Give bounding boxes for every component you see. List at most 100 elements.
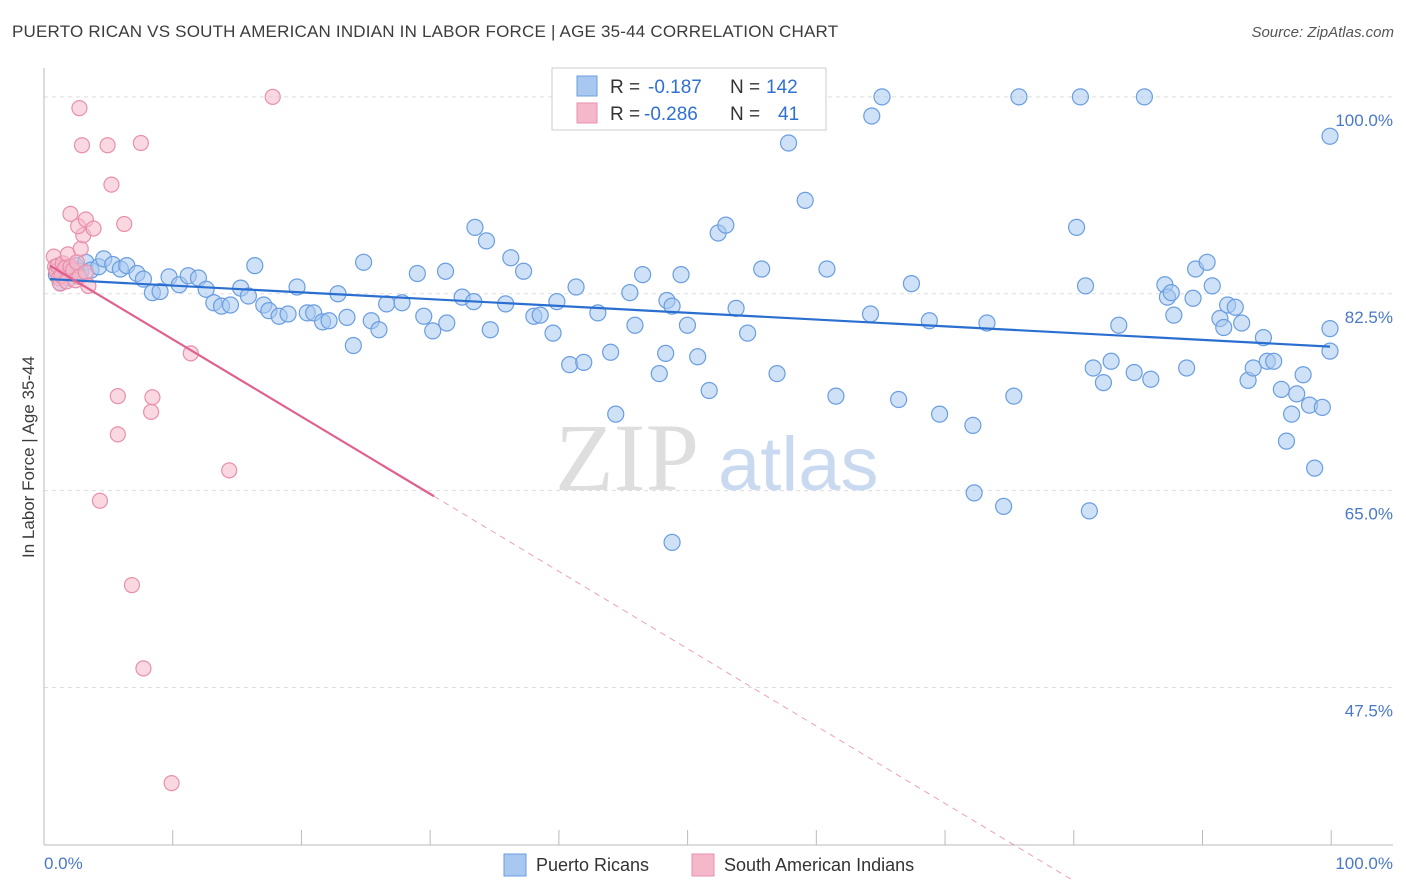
puerto-rican-point bbox=[663, 297, 681, 315]
south-american-indian-point bbox=[72, 240, 89, 257]
puerto-rican-point bbox=[378, 295, 396, 313]
south-american-indian-point bbox=[99, 137, 116, 154]
puerto-rican-point bbox=[663, 533, 681, 551]
puerto-rican-point bbox=[717, 216, 735, 234]
puerto-rican-point bbox=[861, 305, 880, 323]
grid-lines bbox=[44, 96, 1393, 688]
south-american-indian-point bbox=[144, 389, 161, 406]
puerto-rican-point bbox=[930, 405, 949, 423]
watermark-zip: ZIP bbox=[555, 404, 699, 511]
stats-legend-box bbox=[551, 67, 827, 131]
puerto-rican-point bbox=[964, 416, 982, 434]
puerto-rican-point bbox=[1184, 289, 1202, 307]
source-label: Source: ZipAtlas.com bbox=[1251, 24, 1394, 41]
stats-legend: R = -0.187 N = 142 R = -0.286 N = 41 bbox=[551, 67, 827, 131]
south-american-indian-point bbox=[103, 176, 120, 193]
puerto-rican-point bbox=[1110, 316, 1128, 334]
puerto-rican-point bbox=[514, 262, 533, 280]
puerto-rican-point bbox=[873, 88, 891, 106]
puerto-rican-point bbox=[779, 134, 798, 152]
puerto-rican-point bbox=[502, 249, 520, 267]
x-ticks bbox=[172, 830, 1332, 845]
puerto-rican-point bbox=[1178, 359, 1196, 377]
puerto-rican-point bbox=[151, 282, 169, 301]
south-american-indian-point bbox=[221, 462, 238, 479]
puerto-rican-point bbox=[338, 308, 356, 326]
puerto-rican-point bbox=[1265, 352, 1283, 370]
puerto-rican-point bbox=[1135, 88, 1154, 106]
puerto-rican-trend-line bbox=[49, 278, 1331, 348]
puerto-rican-point bbox=[1294, 366, 1312, 384]
south-american-indian-point bbox=[62, 205, 79, 222]
puerto-rican-point bbox=[320, 312, 338, 330]
puerto-rican-point bbox=[1162, 284, 1180, 302]
puerto-rican-point bbox=[621, 284, 639, 302]
south-american-indian-point bbox=[135, 660, 152, 677]
series-legend: Puerto Ricans South American Indians bbox=[503, 853, 914, 877]
puerto-rican-point bbox=[477, 232, 496, 250]
puerto-rican-point bbox=[1102, 352, 1120, 370]
puerto-rican-point bbox=[531, 306, 549, 324]
puerto-rican-point bbox=[221, 296, 240, 314]
puerto-rican-point bbox=[965, 484, 983, 502]
puerto-rican-point bbox=[634, 266, 652, 284]
puerto-rican-point bbox=[768, 365, 786, 383]
bottom-legend-swatch-pink bbox=[691, 853, 715, 877]
puerto-rican-point bbox=[978, 314, 996, 332]
puerto-rican-point bbox=[279, 305, 297, 323]
puerto-rican-point bbox=[1306, 459, 1324, 477]
x-tick-label-min: 0.0% bbox=[44, 854, 83, 873]
south-american-indian-point bbox=[116, 215, 133, 233]
south-american-indian-point bbox=[77, 264, 94, 281]
puerto-rican-point bbox=[626, 316, 644, 334]
puerto-rican-point bbox=[1067, 218, 1086, 236]
south-american-indian-point bbox=[132, 134, 149, 152]
puerto-rican-point bbox=[1005, 387, 1023, 405]
puerto-rican-point bbox=[689, 348, 707, 366]
puerto-rican-point bbox=[246, 257, 264, 275]
puerto-rican-point bbox=[408, 264, 426, 283]
puerto-rican-point bbox=[1142, 370, 1160, 388]
south-american-indian-point bbox=[73, 137, 91, 154]
puerto-rican-point bbox=[1094, 374, 1113, 392]
y-tick-labels: 47.5% 65.0% 82.5% 100.0% bbox=[1335, 111, 1393, 721]
puerto-rican-point bbox=[1125, 363, 1143, 382]
puerto-rican-point bbox=[481, 321, 499, 339]
south-american-indian-point bbox=[109, 388, 126, 405]
puerto-rican-point bbox=[575, 353, 593, 371]
puerto-rican-point bbox=[890, 390, 908, 409]
legend-swatch-pink bbox=[576, 102, 598, 124]
series-south-american-indians bbox=[45, 88, 281, 792]
puerto-rican-point bbox=[818, 260, 836, 278]
puerto-rican-point bbox=[1076, 277, 1095, 295]
puerto-rican-point bbox=[1313, 398, 1331, 416]
y-axis-label: In Labor Force | Age 35-44 bbox=[19, 356, 38, 558]
puerto-rican-point bbox=[738, 324, 757, 342]
puerto-rican-point bbox=[672, 266, 690, 284]
legend-r-label-1: R = bbox=[610, 77, 640, 98]
puerto-rican-point bbox=[239, 287, 257, 305]
puerto-rican-point bbox=[650, 365, 668, 383]
puerto-rican-point bbox=[355, 253, 373, 271]
puerto-rican-point bbox=[1215, 318, 1233, 337]
puerto-rican-point bbox=[1080, 502, 1098, 520]
south-american-indian-point bbox=[264, 88, 281, 105]
south-american-indian-trend-extension bbox=[433, 495, 1075, 882]
legend-n-label-1: N = bbox=[730, 77, 760, 98]
puerto-rican-point bbox=[1084, 359, 1102, 377]
puerto-rican-point bbox=[561, 356, 579, 374]
puerto-rican-point bbox=[1321, 320, 1339, 338]
legend-r-label-2: R = bbox=[610, 104, 640, 125]
puerto-rican-point bbox=[1203, 277, 1221, 295]
y-tick-label: 47.5% bbox=[1345, 702, 1393, 721]
bottom-legend-swatch-blue bbox=[503, 853, 527, 877]
puerto-rican-point bbox=[438, 314, 456, 332]
puerto-rican-point bbox=[827, 387, 845, 405]
puerto-rican-point bbox=[415, 307, 433, 325]
puerto-rican-point bbox=[657, 344, 675, 362]
puerto-rican-point bbox=[1226, 298, 1244, 316]
puerto-rican-point bbox=[1272, 380, 1290, 398]
axes bbox=[43, 68, 1393, 846]
puerto-rican-point bbox=[567, 278, 585, 296]
